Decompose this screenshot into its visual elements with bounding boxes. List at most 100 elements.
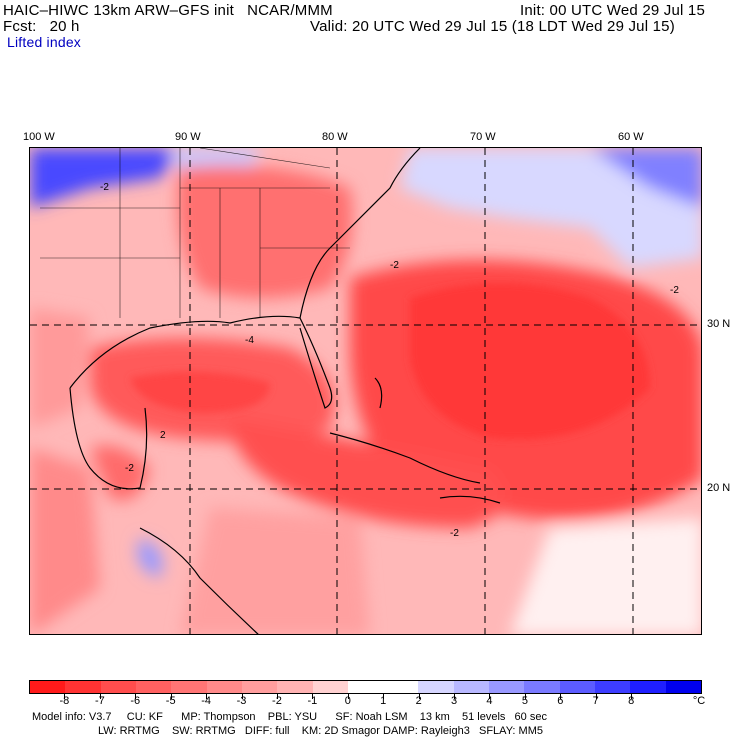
colorbar-tick-label: -4: [201, 695, 211, 707]
colorbar-tick: [276, 694, 278, 699]
colorbar-tick: [418, 694, 420, 699]
colorbar-swatch: [453, 681, 490, 693]
colorbar-swatch: [665, 681, 701, 693]
colorbar-tick: [347, 694, 349, 699]
contour-label: -2: [390, 260, 399, 271]
colorbar-swatch: [489, 681, 525, 693]
colorbar-tick-label: 5: [521, 695, 528, 707]
field-name: Lifted index: [7, 34, 82, 50]
coastlines: [69, 148, 501, 634]
colorbar-swatch: [30, 681, 66, 693]
model-info-line2: LW: RRTMG SW: RRTMG DIFF: full KM: 2D Sm…: [98, 725, 543, 737]
colorbar-tick-label: -6: [130, 695, 141, 707]
contour-label: -2: [450, 528, 459, 539]
colorbar-tick-label: 8: [628, 695, 635, 707]
colorbar-tick: [135, 694, 137, 699]
lifted-index-map: -2 -2 -4 -2 -2 -2 2: [29, 147, 702, 635]
region-texas: [30, 308, 90, 428]
lon-label-100w: 100 W: [23, 131, 55, 143]
core-atlantic-max: [410, 283, 650, 440]
init-time: Init: 00 UTC Wed 29 Jul 15: [520, 2, 706, 19]
colorbar-swatch: [559, 681, 595, 693]
colorbar-tick-label: -2: [272, 695, 282, 707]
unstable-region-yucatan: [90, 445, 150, 500]
colorbar-swatch: [347, 681, 384, 693]
colorbar-tick-label: 2: [415, 695, 422, 707]
lon-label-70w: 70 W: [470, 131, 496, 143]
map-canvas: -2 -2 -4 -2 -2 -2 2: [30, 148, 701, 634]
contour-label: -2: [100, 182, 109, 193]
contour-label-group: -2 -2 -4 -2 -2 -2 2: [100, 182, 679, 539]
central-america-coastline: [139, 527, 259, 634]
bahamas-coastline: [374, 377, 383, 409]
gulf-coastline: [69, 315, 333, 409]
colorbar-swatch: [100, 681, 136, 693]
colorbar-tick-label: 3: [450, 695, 458, 707]
colorbar-tick: [524, 694, 526, 699]
lon-label-90w: 90 W: [175, 131, 201, 143]
colorbar-tick-label: -3: [236, 695, 247, 707]
colorbar-tick: [241, 694, 243, 699]
unstable-region-southeast-us: [177, 165, 353, 298]
stable-region-northeast: [590, 148, 701, 208]
unstable-region-caribbean: [230, 418, 506, 528]
core-gulf-max: [130, 371, 270, 413]
lon-label-80w: 80 W: [322, 131, 348, 143]
colorbar-swatch: [171, 681, 207, 693]
hispaniola-coastline: [439, 495, 501, 504]
colorbar-swatch: [524, 681, 560, 693]
colorbar-swatch: [630, 681, 666, 693]
stable-region-mexico: [137, 538, 163, 578]
colorbar-tick-label: 1: [380, 695, 387, 707]
colorbar-tick-label: -7: [94, 695, 105, 707]
colorbar-unit: °C: [692, 695, 706, 707]
colorbar-tick: [631, 694, 633, 699]
colorbar-tick: [64, 694, 66, 699]
colorbar-swatch: [383, 681, 419, 693]
colorbar-tick-label: -8: [59, 695, 70, 707]
colorbar-swatch: [277, 681, 313, 693]
contour-label: 2: [160, 430, 166, 441]
colorbar-tick: [595, 694, 597, 699]
contour-label: -4: [245, 335, 254, 346]
stable-region-northwest: [30, 148, 180, 208]
colorbar-tick-label: 7: [592, 695, 599, 707]
colorbar-tick-label: 0: [344, 695, 351, 707]
political-borders: [40, 148, 350, 318]
contour-label: -2: [125, 463, 134, 474]
forecast-hour: Fcst: 20 h: [3, 18, 80, 35]
lon-label-60w: 60 W: [618, 131, 644, 143]
mexico-coastline: [69, 387, 148, 490]
colorbar: [29, 680, 702, 694]
colorbar-tick-label: -5: [165, 695, 176, 707]
colorbar-tick: [99, 694, 101, 699]
lat-label-30n: 30 N: [707, 318, 731, 330]
valid-time: Valid: 20 UTC Wed 29 Jul 15 (18 LDT Wed …: [310, 18, 675, 35]
colorbar-tick: [312, 694, 314, 699]
colorbar-swatch: [206, 681, 242, 693]
colorbar-tick: [560, 694, 562, 699]
colorbar-tick: [489, 694, 491, 699]
model-info-line1: Model info: V3.7 CU: KF MP: Thompson PBL…: [32, 711, 547, 723]
colorbar-swatch: [135, 681, 172, 693]
region-central-america: [180, 508, 370, 634]
neutral-region-southeast: [510, 518, 701, 634]
colorbar-tick: [454, 694, 456, 699]
colorbar-tick-label: 4: [486, 695, 493, 707]
colorbar-swatch: [241, 681, 278, 693]
cuba-coastline: [329, 432, 481, 484]
colorbar-tick-label: -1: [307, 695, 318, 707]
colorbar-swatch: [418, 681, 454, 693]
region-southwest: [30, 448, 100, 634]
atlantic-coastline: [299, 148, 421, 319]
colorbar-tick: [383, 694, 385, 699]
lat-label-20n: 20 N: [707, 482, 731, 494]
colorbar-swatch: [312, 681, 348, 693]
colorbar-tick-label: 6: [557, 695, 564, 707]
stable-region-atlantic: [400, 148, 701, 268]
graticule: [30, 148, 701, 634]
model-title: HAIC–HIWC 13km ARW–GFS init NCAR/MMM: [3, 2, 333, 19]
colorbar-tick: [170, 694, 172, 699]
colorbar-swatch: [595, 681, 631, 693]
contour-label: -2: [670, 285, 679, 296]
